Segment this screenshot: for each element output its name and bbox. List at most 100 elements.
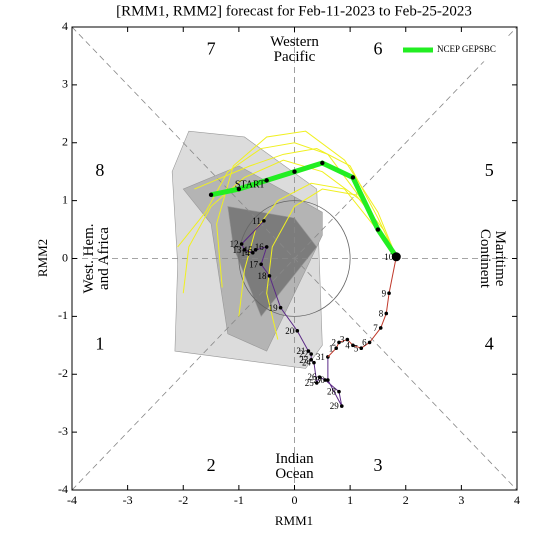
observed-point xyxy=(359,346,364,351)
observed-point xyxy=(339,404,344,408)
observed-point xyxy=(239,242,244,246)
observed-point xyxy=(351,343,355,348)
observed-point xyxy=(242,248,247,252)
day-label: 3 xyxy=(340,335,345,345)
day-label: 8 xyxy=(379,309,384,319)
observed-point xyxy=(326,378,330,382)
y-tick-label: 3 xyxy=(62,77,68,91)
phase-label: 2 xyxy=(207,455,216,475)
legend-box xyxy=(398,38,513,62)
start-label: START xyxy=(235,179,265,190)
x-tick-label: -2 xyxy=(178,493,188,507)
observed-point xyxy=(264,245,269,249)
day-label: 9 xyxy=(382,288,387,298)
day-label: 26 xyxy=(308,372,318,382)
phase-label: 7 xyxy=(207,38,216,58)
observed-point xyxy=(295,329,300,333)
day-label: 6 xyxy=(362,337,367,347)
day-label: 19 xyxy=(269,303,279,313)
x-tick-label: 2 xyxy=(403,493,409,507)
day-label: 1 xyxy=(329,343,334,353)
unit-circle xyxy=(238,200,351,317)
observed-point xyxy=(317,375,322,379)
observed-point xyxy=(345,337,350,342)
observed-point xyxy=(259,262,263,267)
day-label: 11 xyxy=(252,216,261,226)
observed-point xyxy=(253,248,258,252)
day-label: 31 xyxy=(316,352,325,362)
day-label: 14 xyxy=(241,248,251,258)
observed-point xyxy=(323,378,327,382)
phase-label: 5 xyxy=(485,160,494,180)
observed-point xyxy=(378,326,383,330)
y-tick-label: -4 xyxy=(58,482,68,496)
observed-point xyxy=(309,352,313,356)
mean-point xyxy=(264,178,269,183)
y-tick-label: 1 xyxy=(62,192,68,206)
day-label: 28 xyxy=(327,387,337,397)
day-label: 27 xyxy=(313,375,323,385)
region-label-line: Maritime xyxy=(492,231,508,287)
y-tick-label: 4 xyxy=(62,19,68,33)
day-label: 5 xyxy=(354,343,359,353)
day-label: 4 xyxy=(345,340,350,350)
region-label-line: West. Hem. xyxy=(81,223,97,293)
mean-point xyxy=(320,160,325,166)
x-tick-label: -4 xyxy=(67,493,77,507)
x-tick-label: 4 xyxy=(514,493,520,507)
day-label: 12 xyxy=(230,239,239,249)
observed-point xyxy=(262,219,266,223)
observed-point xyxy=(367,340,372,345)
day-label: 29 xyxy=(330,401,340,411)
day-label: 25 xyxy=(305,378,315,388)
x-tick-label: 0 xyxy=(292,493,298,507)
y-axis-label: RMM2 xyxy=(35,239,50,277)
y-tick-label: 2 xyxy=(62,135,68,149)
mean-point xyxy=(375,227,381,232)
phase-label: 4 xyxy=(485,333,494,353)
day-label: 13 xyxy=(232,245,242,255)
day-label: 22 xyxy=(299,349,308,359)
phase-label: 8 xyxy=(95,160,104,180)
observed-point xyxy=(337,340,341,345)
forecast-start xyxy=(391,252,401,262)
y-tick-label: -1 xyxy=(58,308,68,322)
legend-label: NCEP GEPSBC xyxy=(437,44,496,54)
day-label: 23 xyxy=(299,355,309,365)
region-label-line: Indian xyxy=(275,451,314,467)
y-tick-label: 0 xyxy=(62,250,68,264)
day-label: 17 xyxy=(249,259,259,269)
day-label: 30 xyxy=(316,375,326,385)
day-label: 2 xyxy=(332,337,337,347)
chart-title: [RMM1, RMM2] forecast for Feb-11-2023 to… xyxy=(116,3,472,19)
day-label: 7 xyxy=(373,323,378,333)
observed-point xyxy=(384,311,389,316)
member-line xyxy=(238,182,397,317)
observed-point xyxy=(312,360,316,365)
spread-area xyxy=(227,206,318,317)
observed-point xyxy=(337,389,341,394)
x-axis-label: RMM1 xyxy=(275,513,313,528)
region-label-line: Continent xyxy=(477,229,493,289)
observed-connector xyxy=(327,347,337,358)
x-tick-label: -1 xyxy=(234,493,244,507)
phase-label: 6 xyxy=(373,38,382,58)
observed-point xyxy=(267,274,272,278)
x-tick-label: 1 xyxy=(347,493,353,507)
phase-label: 1 xyxy=(95,333,104,353)
y-tick-label: -3 xyxy=(58,424,68,438)
diagonal xyxy=(71,26,518,491)
day-label: 24 xyxy=(302,358,312,368)
x-tick-label: 3 xyxy=(458,493,464,507)
day-label: 21 xyxy=(296,346,305,356)
member-line xyxy=(266,188,397,340)
observed-point xyxy=(314,381,319,385)
mean-point xyxy=(236,186,242,192)
region-label: West. Hem. and Africa xyxy=(81,223,112,293)
observed-point xyxy=(250,250,255,255)
observed-point xyxy=(334,346,339,351)
observed-point xyxy=(278,305,283,310)
